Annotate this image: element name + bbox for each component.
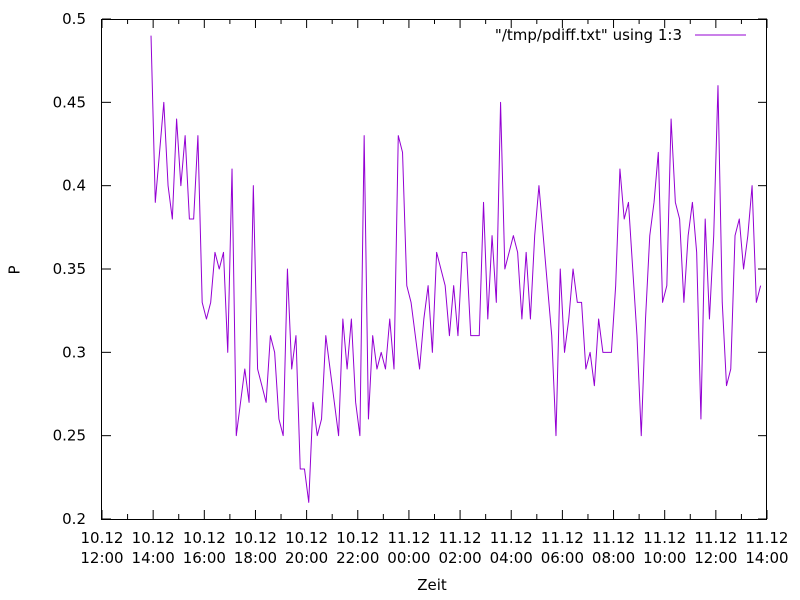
y-tick-label: 0.35 — [53, 260, 86, 278]
x-tick-label-time: 18:00 — [234, 549, 277, 567]
x-tick-label-time: 08:00 — [592, 549, 635, 567]
x-tick-label-time: 00:00 — [387, 549, 430, 567]
y-tick-label: 0.25 — [53, 427, 86, 445]
y-tick-label: 0.4 — [62, 177, 86, 195]
plot-frame — [101, 19, 767, 520]
y-tick-label: 0.3 — [62, 343, 86, 361]
series-line-0 — [150, 35, 762, 503]
y-tick-label: 0.45 — [53, 93, 86, 111]
x-tick-label-date: 10.12 — [336, 529, 379, 547]
x-tick-label-time: 12:00 — [80, 549, 123, 567]
y-axis-label: P — [6, 265, 24, 274]
x-tick-label-time: 04:00 — [490, 549, 533, 567]
x-tick-label-date: 11.12 — [592, 529, 635, 547]
x-tick-label-date: 11.12 — [746, 529, 789, 547]
x-tick-label-date: 10.12 — [234, 529, 277, 547]
x-tick-label-date: 10.12 — [285, 529, 328, 547]
x-tick-label-time: 22:00 — [336, 549, 379, 567]
legend: "/tmp/pdiff.txt" using 1:3 — [495, 26, 746, 44]
y-tick-label: 0.5 — [62, 10, 86, 28]
x-axis-ticks: 10.12 12:00 10.12 14:00 10.12 16:00 10.12 18:00… — [80, 19, 789, 567]
x-tick-label-date: 11.12 — [541, 529, 584, 547]
x-tick-label-date: 11.12 — [694, 529, 737, 547]
x-tick-label-date: 11.12 — [387, 529, 430, 547]
x-tick-label-time: 02:00 — [438, 549, 481, 567]
x-tick-label-date: 10.12 — [183, 529, 226, 547]
x-tick-label-time: 20:00 — [285, 549, 328, 567]
legend-label: "/tmp/pdiff.txt" using 1:3 — [495, 26, 682, 44]
x-tick-label-date: 11.12 — [643, 529, 686, 547]
x-tick-label-date: 11.12 — [439, 529, 482, 547]
x-tick-label-date: 10.12 — [132, 529, 175, 547]
x-tick-label-time: 16:00 — [183, 549, 226, 567]
y-tick-label: 0.2 — [62, 510, 86, 528]
x-tick-label-date: 11.12 — [490, 529, 533, 547]
x-tick-label-time: 12:00 — [694, 549, 737, 567]
series-layer — [150, 35, 762, 503]
x-tick-label-date: 10.12 — [81, 529, 124, 547]
x-tick-label-time: 14:00 — [132, 549, 175, 567]
x-tick-label-time: 06:00 — [541, 549, 584, 567]
x-tick-label-time: 14:00 — [745, 549, 788, 567]
y-axis-ticks: 0.2 0.25 0.3 0.35 0.4 0.45 0.5 — [53, 10, 767, 528]
x-axis-label: Zeit — [417, 576, 447, 594]
x-tick-label-time: 10:00 — [643, 549, 686, 567]
